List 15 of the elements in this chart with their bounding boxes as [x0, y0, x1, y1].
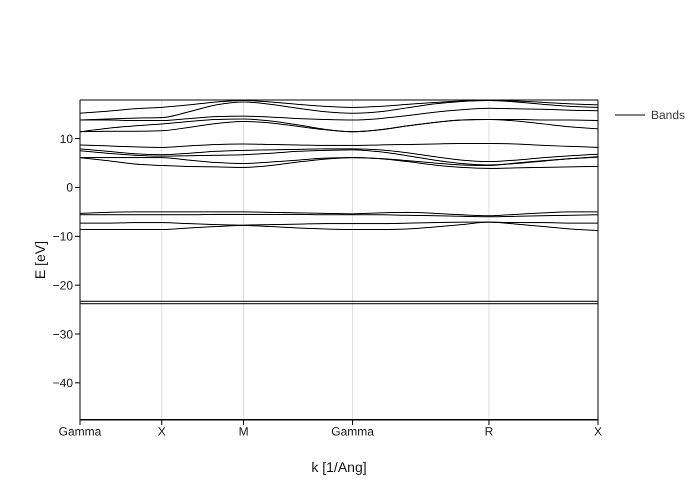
- y-tick-label: 10: [60, 132, 74, 146]
- x-tick-label: Gamma: [331, 424, 374, 439]
- y-tick-label: −10: [52, 230, 74, 244]
- y-tick-label: −40: [52, 376, 74, 390]
- x-tick-label: R: [484, 424, 494, 439]
- x-tick-label: X: [594, 424, 602, 439]
- y-tick-label: 0: [66, 180, 74, 195]
- y-tick-label: −20: [52, 278, 74, 292]
- x-tick-label: Gamma: [58, 424, 102, 439]
- x-tick-label: X: [158, 424, 166, 439]
- x-axis-title: k [1/Ang]: [311, 458, 367, 475]
- y-tick-label: −30: [52, 327, 74, 342]
- x-tick-label: M: [238, 424, 249, 439]
- y-axis-title: E [eV]: [32, 240, 48, 280]
- legend-label: Bands: [651, 108, 686, 122]
